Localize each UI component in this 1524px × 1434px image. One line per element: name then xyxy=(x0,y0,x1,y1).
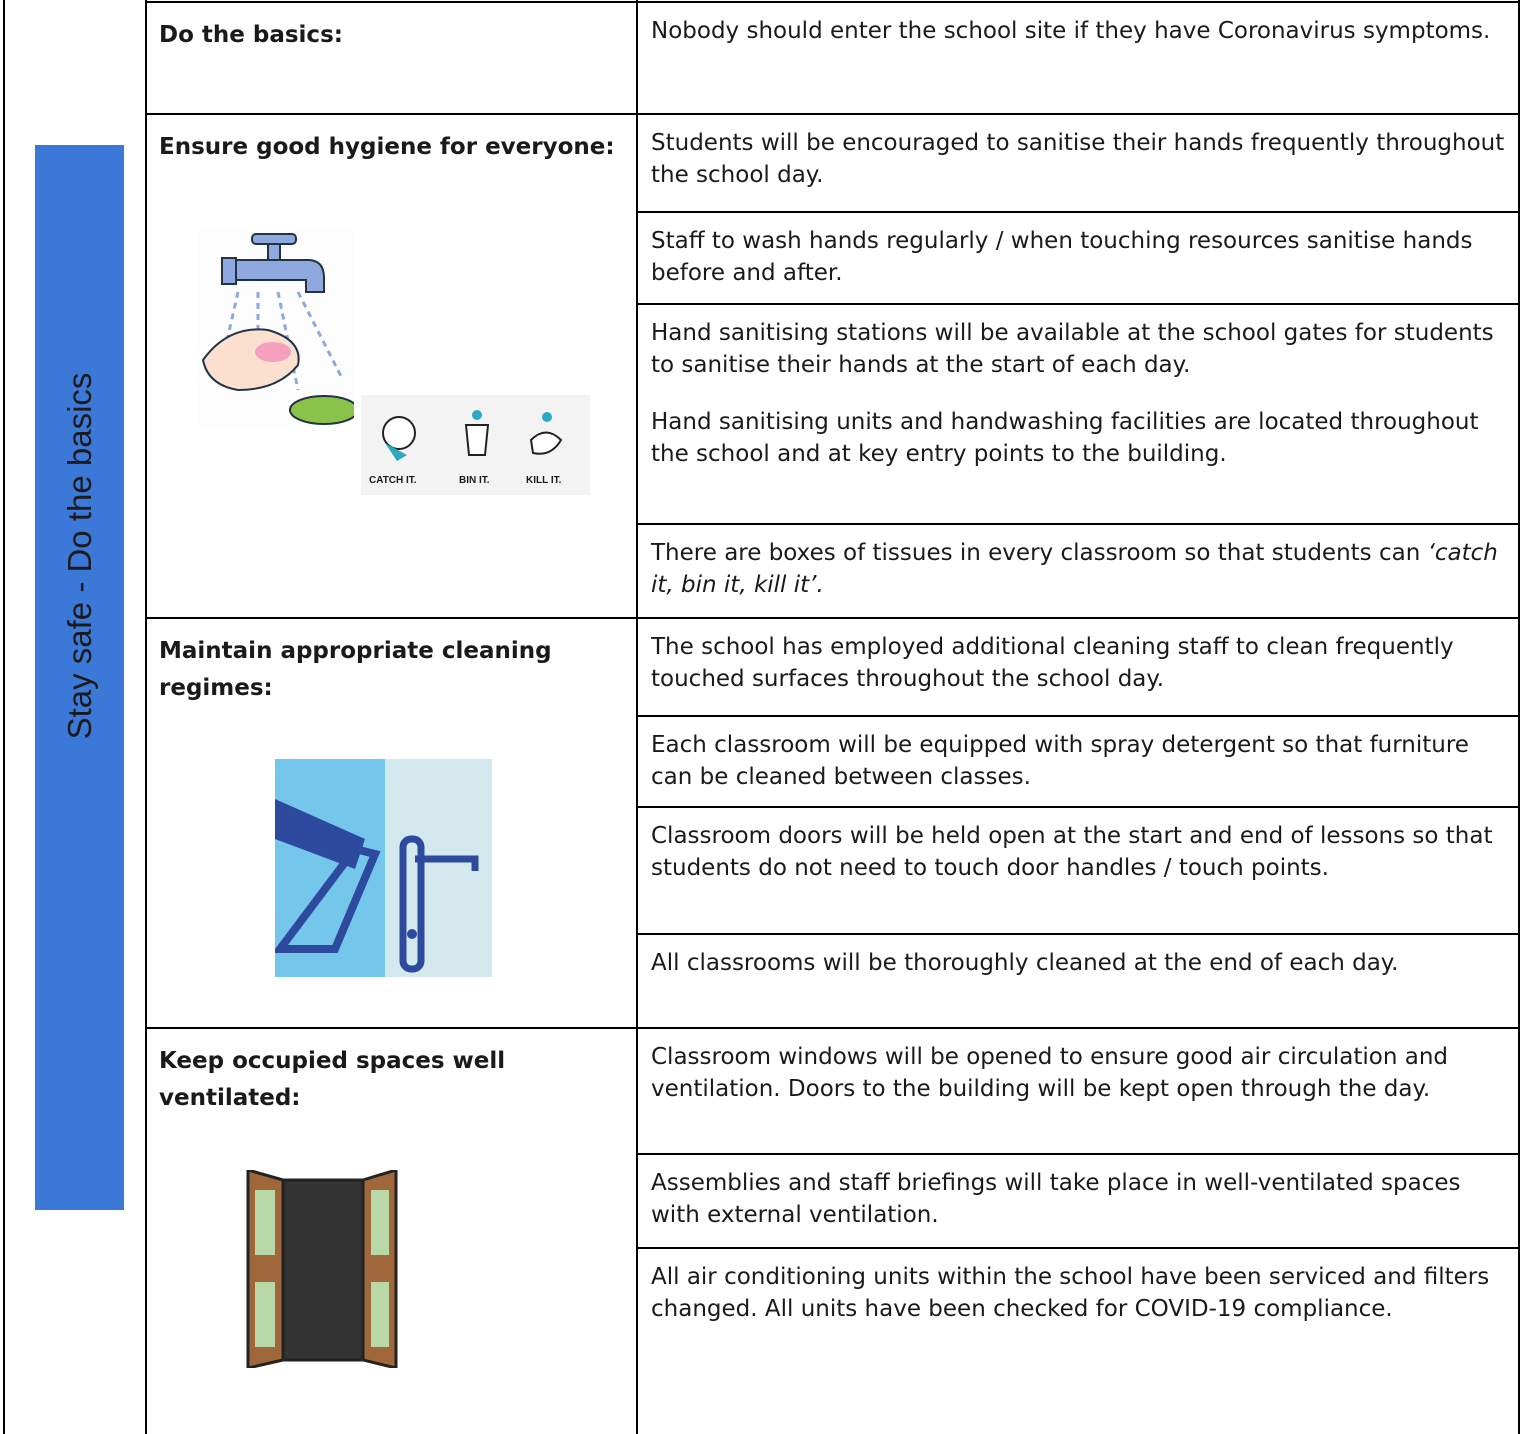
paragraph: All classrooms will be thoroughly cleane… xyxy=(651,950,1399,976)
section-heading: Ensure good hygiene for everyone: xyxy=(159,134,615,160)
rule xyxy=(145,113,1520,115)
rule xyxy=(636,933,1520,935)
paragraph: The school has employed additional clean… xyxy=(651,634,1454,692)
cleaning-icon xyxy=(275,759,492,977)
rule xyxy=(636,715,1520,717)
icon-label: BIN IT. xyxy=(459,475,490,486)
cell-text: Assemblies and staff briefings will take… xyxy=(651,1167,1511,1256)
rule xyxy=(3,0,5,1434)
text-run: There are boxes of tissues in every clas… xyxy=(651,540,1428,566)
rule xyxy=(145,1,1520,3)
paragraph: Hand sanitising stations will be availab… xyxy=(651,320,1494,378)
paragraph: There are boxes of tissues in every clas… xyxy=(651,537,1511,601)
icon-label: KILL IT. xyxy=(526,475,562,486)
rule xyxy=(145,0,147,1434)
emphasis: ‘catch it, bin it, kill it’. xyxy=(651,540,1498,598)
rule xyxy=(636,1247,1520,1249)
catch-bin-kill-art xyxy=(382,410,563,461)
section-heading: Do the basics: xyxy=(159,22,343,48)
cell-text: Staff to wash hands regularly / when tou… xyxy=(651,225,1511,314)
section-heading: Keep occupied spaces well ventilated: xyxy=(159,1048,506,1111)
cell-text: Students will be encouraged to sanitise … xyxy=(651,127,1511,216)
paragraph: Hand sanitising units and handwashing fa… xyxy=(651,409,1479,467)
icon-label: CATCH IT. xyxy=(369,475,417,486)
cell-text: Each classroom will be equipped with spr… xyxy=(651,729,1511,818)
sidebar-label: Stay safe - Do the basics xyxy=(60,372,98,740)
cell-text: Hand sanitising stations will be availab… xyxy=(651,317,1511,495)
handwash-icon xyxy=(198,230,354,426)
paragraph: Classroom doors will be held open at the… xyxy=(651,823,1493,881)
rule xyxy=(636,211,1520,213)
paragraph: All air conditioning units within the sc… xyxy=(651,1264,1490,1322)
rule xyxy=(1518,0,1520,1434)
paragraph: Staff to wash hands regularly / when tou… xyxy=(651,228,1473,286)
cell-text: Classroom doors will be held open at the… xyxy=(651,820,1511,909)
paragraph: Students will be encouraged to sanitise … xyxy=(651,130,1505,188)
rule xyxy=(636,0,638,1434)
paragraph: Each classroom will be equipped with spr… xyxy=(651,732,1469,790)
rule xyxy=(636,523,1520,525)
catch-bin-kill-icon: CATCH IT. BIN IT. KILL IT. xyxy=(361,395,590,495)
paragraph: Nobody should enter the school site if t… xyxy=(651,18,1491,44)
sidebar: Stay safe - Do the basics xyxy=(35,145,124,1210)
cell-text: Nobody should enter the school site if t… xyxy=(651,15,1511,72)
rule xyxy=(145,617,1520,619)
section-heading: Maintain appropriate cleaning regimes: xyxy=(159,638,552,701)
window-icon xyxy=(246,1170,398,1368)
rule xyxy=(636,303,1520,305)
paragraph: Classroom windows will be opened to ensu… xyxy=(651,1044,1449,1102)
rule xyxy=(636,1153,1520,1155)
cell-text: All classrooms will be thoroughly cleane… xyxy=(651,947,1511,1004)
rule xyxy=(145,1027,1520,1029)
cell-text: The school has employed additional clean… xyxy=(651,631,1511,720)
cell-text: Classroom windows will be opened to ensu… xyxy=(651,1041,1511,1130)
rule xyxy=(636,806,1520,808)
paragraph: Assemblies and staff briefings will take… xyxy=(651,1170,1461,1228)
cell-text: All air conditioning units within the sc… xyxy=(651,1261,1511,1350)
cell-text: There are boxes of tissues in every clas… xyxy=(651,537,1511,626)
